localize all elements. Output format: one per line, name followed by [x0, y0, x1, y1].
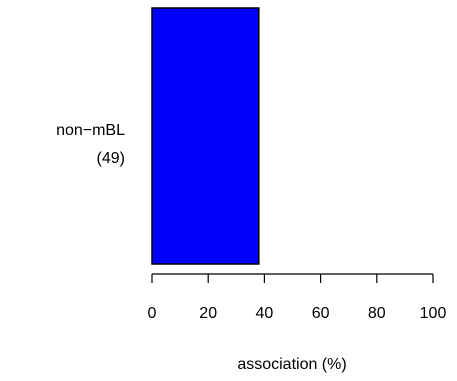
x-tick-label: 40 — [256, 305, 274, 322]
bar-non-mbl — [151, 7, 260, 265]
category-label: non−mBL — [56, 122, 125, 139]
x-axis-label: association (%) — [237, 356, 346, 373]
category-count-label: (49) — [97, 150, 125, 167]
x-tick-label: 60 — [312, 305, 330, 322]
x-tick-label: 100 — [420, 305, 447, 322]
x-axis: 0 20 40 60 80 100 — [148, 273, 447, 322]
x-tick-label: 20 — [199, 305, 217, 322]
x-tick-label: 80 — [368, 305, 386, 322]
x-tick-label: 0 — [148, 305, 157, 322]
